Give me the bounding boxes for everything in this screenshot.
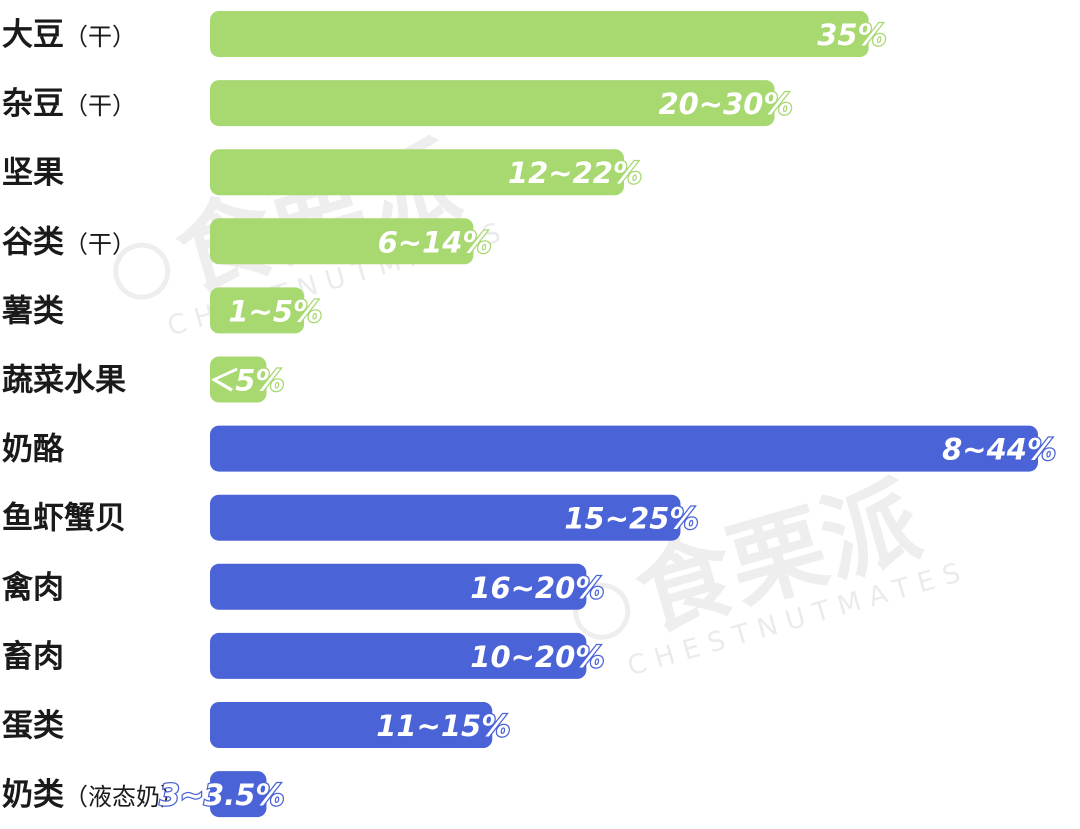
value-label-2: 12~22%	[508, 156, 642, 190]
bar-5	[210, 356, 267, 403]
value-label-5: ＜5%	[206, 364, 284, 398]
category-label-3: 谷类（干）	[2, 224, 136, 260]
bar-3	[210, 218, 474, 265]
value-label-10: 11~15%	[376, 709, 510, 743]
category-label-6: 奶酪	[2, 432, 65, 468]
bar-10	[210, 702, 493, 748]
category-note: （干）	[64, 23, 136, 51]
category-label-5: 蔬菜水果	[2, 363, 126, 399]
category-name: 杂豆	[2, 86, 64, 122]
category-name: 蔬菜水果	[2, 363, 126, 399]
category-name: 蛋类	[2, 708, 64, 744]
category-label-4: 薯类	[1, 293, 64, 329]
value-label-9: 10~20%	[470, 640, 604, 674]
bars: 大豆（干） 35%杂豆（干） 20~30%坚果 12~22%谷类（干） 6~14%薯类 1…	[1, 11, 1057, 818]
value-label-1: 20~30%	[658, 87, 792, 121]
bar-4	[210, 287, 305, 334]
bar-2	[210, 149, 624, 196]
category-label-0: 大豆（干）	[2, 17, 136, 53]
bar-0	[210, 11, 869, 57]
value-label-8: 16~20%	[470, 571, 604, 605]
category-note: （干）	[64, 92, 136, 120]
category-name: 谷类	[2, 224, 64, 260]
value-label-3: 6~14%	[378, 225, 492, 259]
watermark-logo-icon	[573, 582, 631, 640]
bar-1	[210, 80, 775, 127]
bar-11	[210, 771, 267, 818]
category-name: 鱼虾蟹贝	[2, 501, 126, 537]
category-label-11: 奶类（液态奶）	[2, 777, 184, 813]
value-label-4: 1~5%	[228, 294, 322, 328]
category-name: 畜肉	[2, 639, 64, 675]
category-label-10: 蛋类	[2, 708, 64, 744]
category-label-9: 畜肉	[2, 639, 64, 675]
value-label-11: 3~3.5%	[160, 778, 285, 812]
category-label-7: 鱼虾蟹贝	[2, 501, 126, 537]
category-note: （液态奶）	[64, 783, 184, 811]
value-label-7: 15~25%	[564, 502, 698, 536]
category-name: 奶类	[2, 777, 64, 813]
bar-6	[210, 425, 1038, 472]
bar-7	[210, 494, 681, 541]
category-name: 大豆	[2, 17, 64, 53]
bar-8	[210, 563, 587, 610]
bar-9	[210, 632, 587, 679]
value-label-6: 8~44%	[942, 433, 1056, 467]
value-label-0: 35%	[817, 18, 886, 52]
category-name: 坚果	[2, 155, 64, 191]
category-note: （干）	[64, 230, 136, 258]
watermark-bottom: 食栗派 CHESTNUTMATES	[573, 464, 973, 682]
category-name: 禽肉	[1, 570, 64, 606]
category-label-2: 坚果	[2, 155, 64, 191]
category-label-1: 杂豆（干）	[2, 86, 136, 122]
watermark-logo-icon	[113, 242, 171, 300]
category-name: 薯类	[1, 293, 64, 329]
category-label-8: 禽肉	[1, 570, 64, 606]
category-name: 奶酪	[2, 432, 65, 468]
